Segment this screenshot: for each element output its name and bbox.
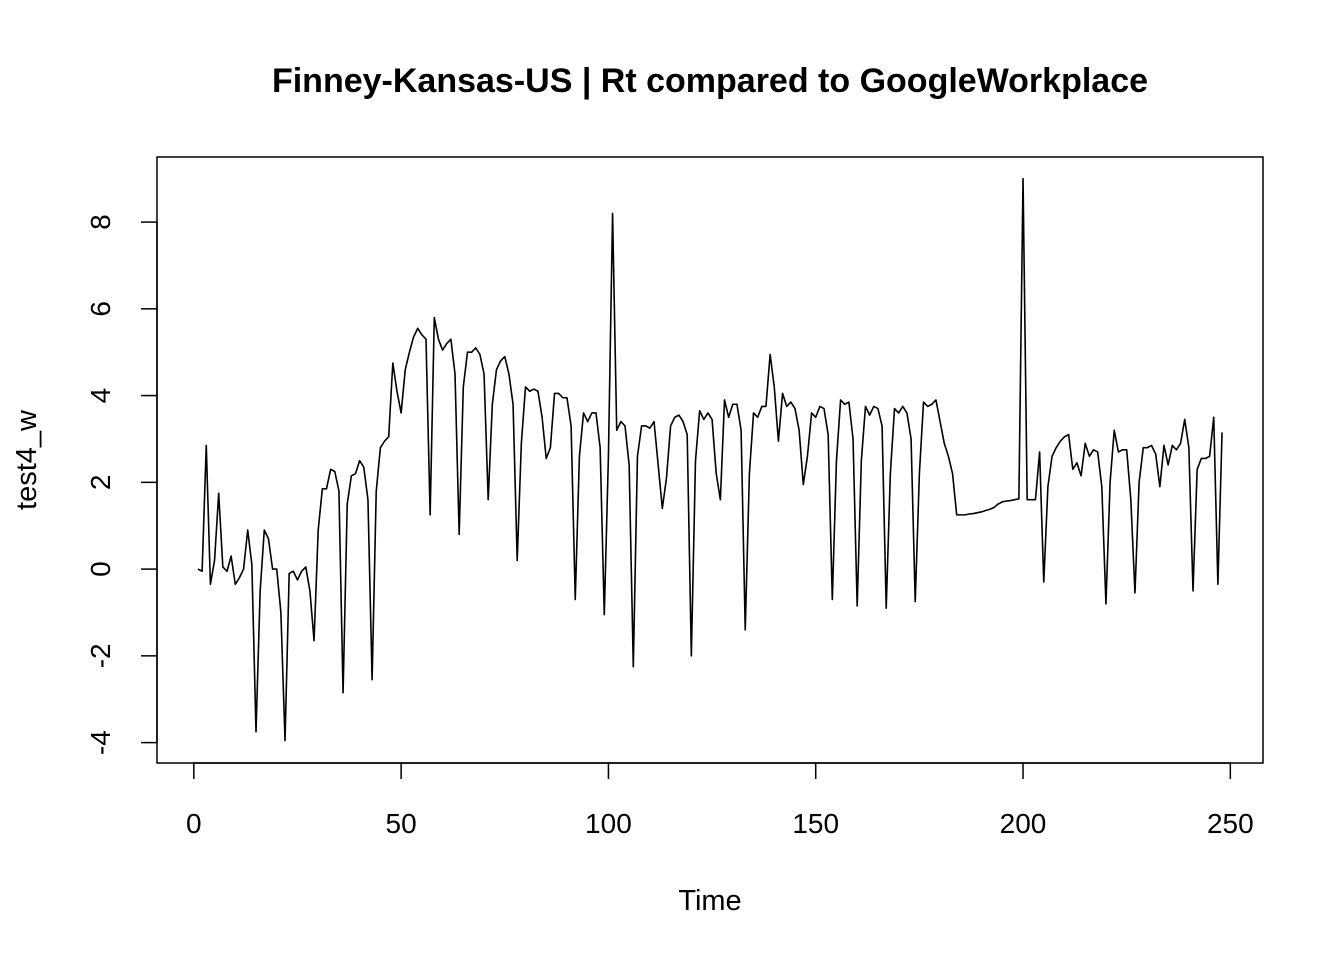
y-tick-label: 6 bbox=[85, 301, 116, 317]
series-line bbox=[197, 177, 1223, 742]
y-tick-label: -4 bbox=[85, 730, 116, 755]
y-axis-label: test4_w bbox=[11, 409, 43, 510]
x-tick-label: 250 bbox=[1207, 808, 1254, 839]
x-tick-label: 0 bbox=[186, 808, 202, 839]
x-tick-label: 200 bbox=[1000, 808, 1047, 839]
x-axis-label: Time bbox=[678, 885, 741, 917]
y-tick-label: 8 bbox=[85, 214, 116, 230]
chart-title: Finney-Kansas-US | Rt compared to Google… bbox=[272, 62, 1148, 100]
x-tick-label: 100 bbox=[585, 808, 632, 839]
plot-frame bbox=[156, 156, 1264, 764]
y-tick-label: -2 bbox=[85, 643, 116, 668]
x-tick-label: 50 bbox=[386, 808, 417, 839]
y-tick-label: 4 bbox=[85, 388, 116, 404]
y-tick-label: 0 bbox=[85, 561, 116, 577]
y-tick-label: 2 bbox=[85, 475, 116, 491]
x-tick-label: 150 bbox=[792, 808, 839, 839]
